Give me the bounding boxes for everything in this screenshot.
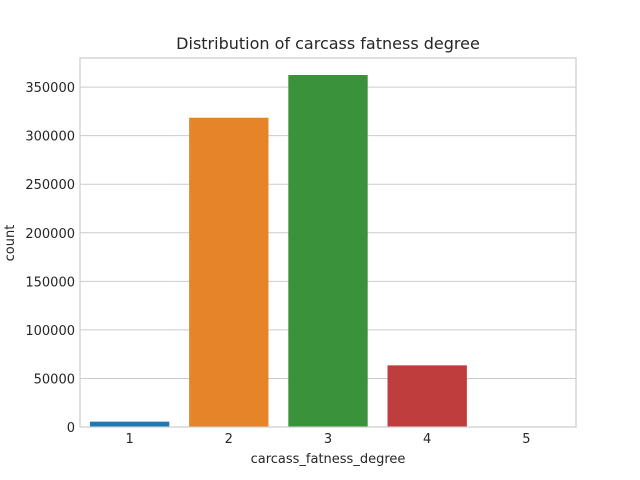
x-tick-label: 1 <box>125 432 133 447</box>
x-tick-label: 5 <box>522 432 530 447</box>
bar-4 <box>387 365 467 427</box>
y-tick-label: 50000 <box>34 372 75 387</box>
y-tick-label: 150000 <box>25 275 75 290</box>
x-tick-label: 2 <box>225 432 233 447</box>
bar-3 <box>288 74 368 428</box>
x-axis-label: carcass_fatness_degree <box>251 452 406 467</box>
y-tick-label: 200000 <box>25 227 75 242</box>
x-axis-ticks: 1 2 3 4 5 <box>125 432 530 447</box>
x-tick-label: 3 <box>324 432 332 447</box>
y-tick-label: 0 <box>67 421 75 436</box>
bar-1 <box>89 421 170 427</box>
bar-2 <box>189 117 269 428</box>
y-tick-label: 350000 <box>25 81 75 96</box>
y-axis-label: count <box>3 225 18 262</box>
plot-frame <box>79 57 577 428</box>
y-tick-label: 250000 <box>25 178 75 193</box>
bars <box>89 74 567 428</box>
y-tick-label: 300000 <box>25 130 75 145</box>
y-tick-label: 100000 <box>25 324 75 339</box>
y-axis-ticks: 0 50000 100000 150000 200000 250000 300000 3500… <box>25 81 75 436</box>
x-tick-label: 4 <box>423 432 431 447</box>
chart-title: Distribution of carcass fatness degree <box>176 34 480 53</box>
